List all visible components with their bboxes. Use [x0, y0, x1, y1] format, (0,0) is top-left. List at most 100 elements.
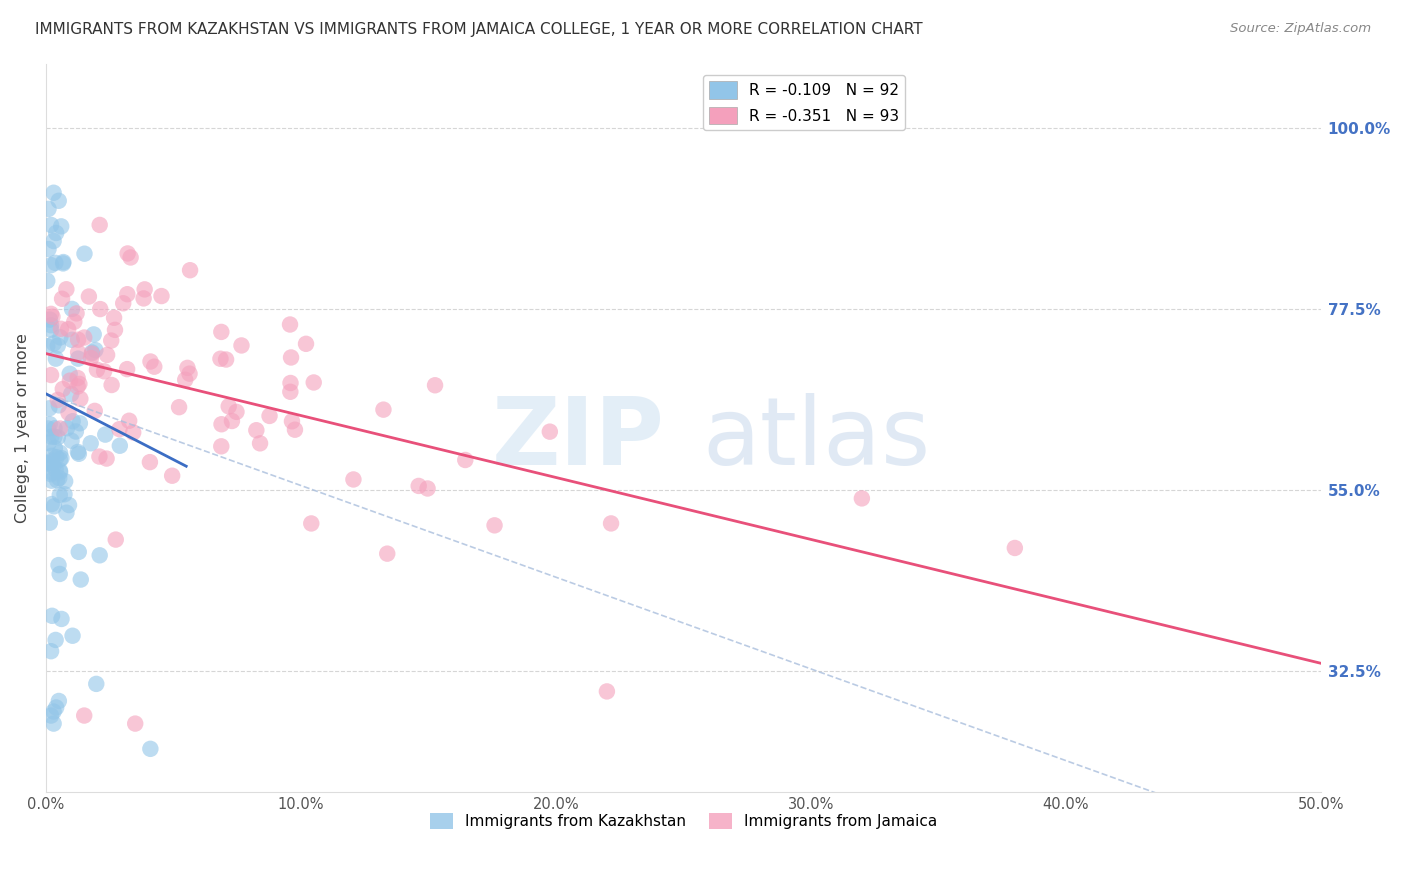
- Point: [48, 471, 70, 485]
- Point: [38, 202, 60, 216]
- Point: [67, 447, 90, 461]
- Point: [55, 282, 77, 296]
- Point: [49, 488, 72, 502]
- Point: [63, 315, 86, 329]
- Point: [42, 186, 65, 200]
- Point: [45, 463, 67, 477]
- Point: [408, 479, 430, 493]
- Point: [51, 292, 73, 306]
- Point: [39, 455, 62, 469]
- Point: [454, 453, 477, 467]
- Point: [174, 373, 197, 387]
- Point: [41, 430, 63, 444]
- Point: [280, 376, 302, 390]
- Point: [538, 425, 561, 439]
- Point: [280, 384, 302, 399]
- Point: [38, 436, 60, 450]
- Point: [1004, 541, 1026, 555]
- Point: [48, 558, 70, 573]
- Point: [41, 449, 63, 463]
- Text: ZIP: ZIP: [491, 393, 664, 485]
- Point: [49, 446, 72, 460]
- Point: [100, 378, 122, 392]
- Point: [139, 455, 162, 469]
- Point: [41, 497, 63, 511]
- Point: [851, 491, 873, 506]
- Point: [37, 456, 59, 470]
- Point: [42, 458, 65, 473]
- Point: [209, 325, 232, 339]
- Point: [89, 450, 111, 464]
- Point: [215, 352, 238, 367]
- Point: [53, 487, 76, 501]
- Point: [60, 387, 83, 401]
- Point: [167, 400, 190, 414]
- Point: [124, 716, 146, 731]
- Point: [302, 376, 325, 390]
- Point: [58, 498, 80, 512]
- Point: [41, 608, 63, 623]
- Point: [65, 425, 87, 439]
- Point: [51, 219, 73, 234]
- Point: [55, 506, 77, 520]
- Point: [83, 327, 105, 342]
- Point: [86, 362, 108, 376]
- Point: [416, 482, 439, 496]
- Point: [96, 451, 118, 466]
- Point: [278, 318, 301, 332]
- Point: [45, 450, 67, 464]
- Point: [117, 287, 139, 301]
- Point: [176, 360, 198, 375]
- Point: [48, 566, 70, 581]
- Point: [80, 345, 103, 359]
- Point: [373, 402, 395, 417]
- Point: [600, 516, 623, 531]
- Point: [38, 516, 60, 530]
- Point: [42, 336, 65, 351]
- Point: [38, 417, 60, 431]
- Point: [342, 473, 364, 487]
- Point: [45, 226, 67, 240]
- Point: [39, 708, 62, 723]
- Point: [209, 439, 232, 453]
- Point: [53, 475, 76, 489]
- Point: [179, 263, 201, 277]
- Point: [423, 378, 446, 392]
- Point: [42, 705, 65, 719]
- Point: [139, 741, 162, 756]
- Point: [51, 451, 73, 466]
- Point: [375, 547, 398, 561]
- Point: [39, 307, 62, 321]
- Text: Source: ZipAtlas.com: Source: ZipAtlas.com: [1230, 22, 1371, 36]
- Point: [52, 256, 75, 270]
- Point: [280, 351, 302, 365]
- Point: [209, 351, 232, 366]
- Point: [284, 423, 307, 437]
- Point: [46, 338, 69, 352]
- Point: [67, 351, 90, 366]
- Point: [89, 301, 111, 316]
- Text: atlas: atlas: [703, 393, 931, 485]
- Point: [42, 234, 65, 248]
- Point: [46, 430, 69, 444]
- Point: [104, 323, 127, 337]
- Point: [49, 465, 72, 479]
- Point: [84, 677, 107, 691]
- Point: [48, 398, 70, 412]
- Point: [143, 359, 166, 374]
- Point: [69, 573, 91, 587]
- Point: [39, 323, 62, 337]
- Point: [49, 452, 72, 467]
- Point: [160, 468, 183, 483]
- Point: [80, 351, 103, 365]
- Y-axis label: College, 1 year or more: College, 1 year or more: [15, 333, 30, 523]
- Text: IMMIGRANTS FROM KAZAKHSTAN VS IMMIGRANTS FROM JAMAICA COLLEGE, 1 YEAR OR MORE CO: IMMIGRANTS FROM KAZAKHSTAN VS IMMIGRANTS…: [35, 22, 922, 37]
- Point: [60, 301, 83, 316]
- Point: [132, 292, 155, 306]
- Point: [41, 466, 63, 480]
- Point: [150, 289, 173, 303]
- Point: [41, 474, 63, 488]
- Point: [104, 533, 127, 547]
- Point: [51, 612, 73, 626]
- Point: [41, 310, 63, 324]
